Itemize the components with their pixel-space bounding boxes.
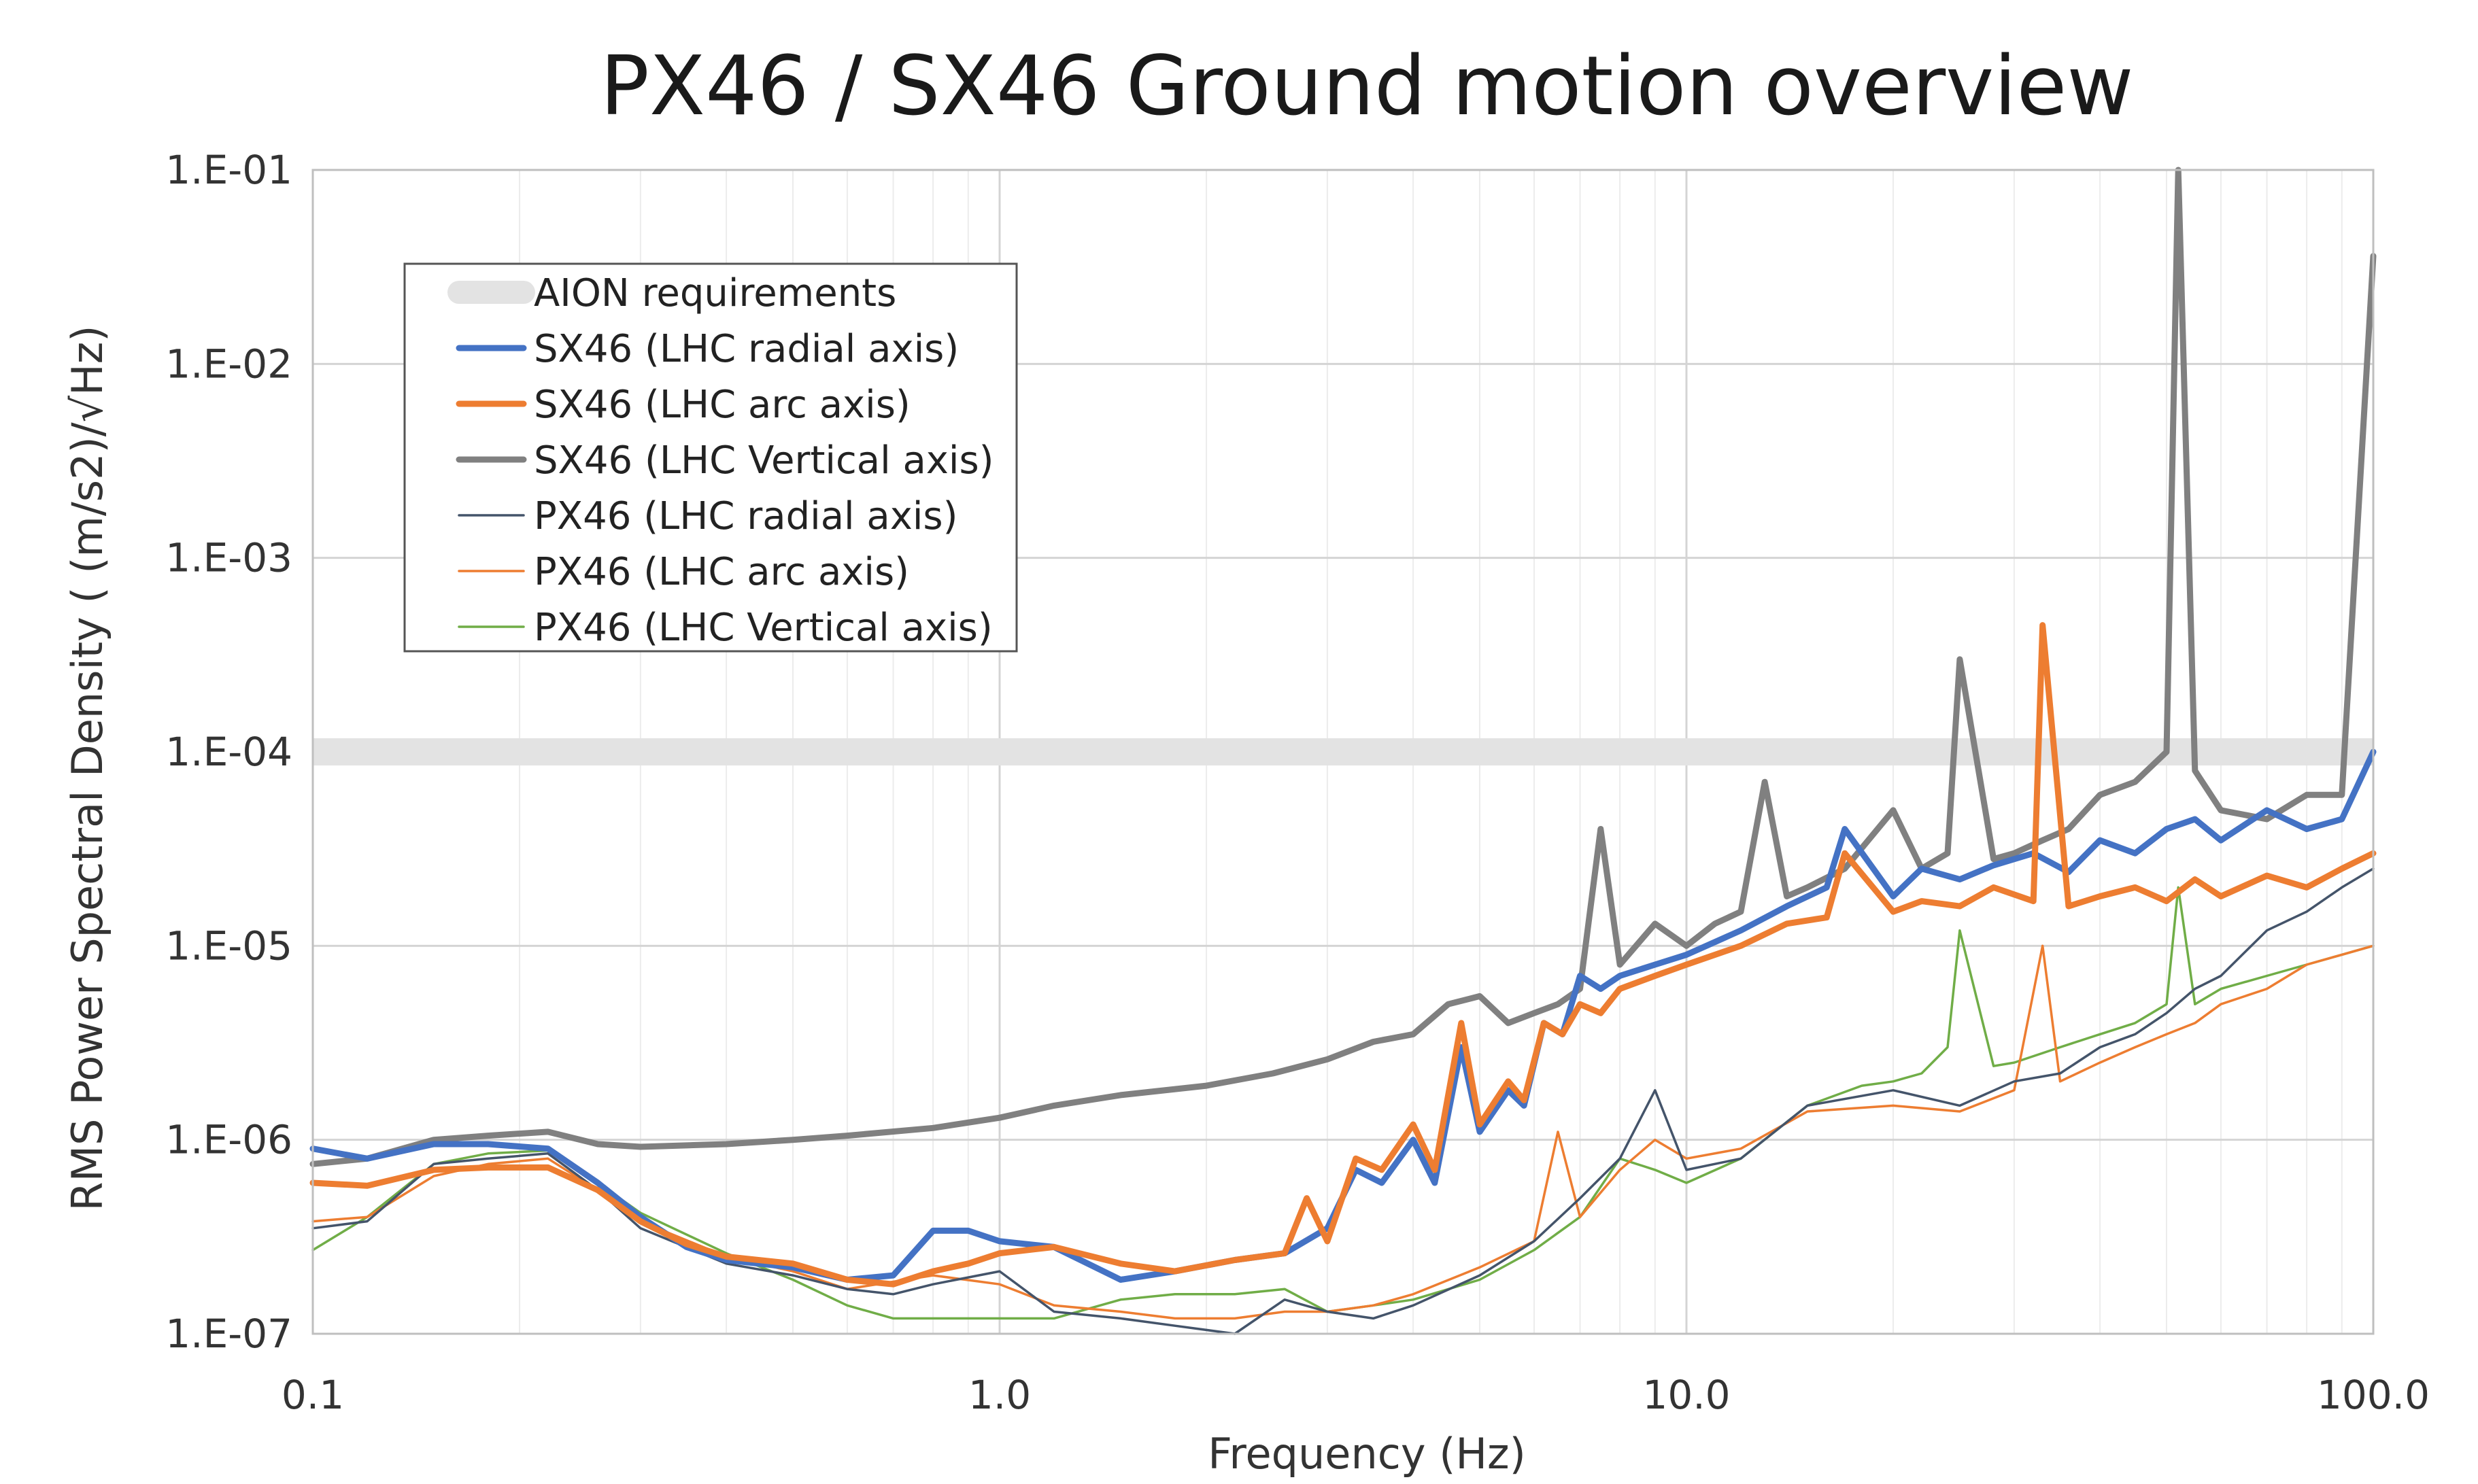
- x-tick-label: 100.0: [2317, 1372, 2430, 1418]
- series-line-2: [309, 167, 2377, 1167]
- y-tick-label: 1.E-03: [165, 535, 292, 581]
- series-line-1: [309, 622, 2377, 1288]
- series-line-5: [311, 886, 2375, 1320]
- x-tick-label: 1.0: [968, 1372, 1031, 1418]
- series-line-0: [309, 748, 2377, 1283]
- legend-entry-label: AION requirements: [534, 271, 896, 315]
- legend-entry-label: SX46 (LHC arc axis): [534, 383, 911, 427]
- legend-entry-label: SX46 (LHC Vertical axis): [534, 438, 994, 483]
- series-lines: [309, 167, 2377, 1335]
- x-tick-label: 0.1: [282, 1372, 344, 1418]
- y-axis-ticks: 1.E-01 1.E-02 1.E-03 1.E-04 1.E-05 1.E-06 1.E-…: [165, 147, 292, 1357]
- x-tick-label: 10.0: [1642, 1372, 1730, 1418]
- legend-entry-label: SX46 (LHC radial axis): [534, 327, 959, 371]
- y-tick-label: 1.E-06: [165, 1117, 292, 1163]
- y-tick-label: 1.E-01: [165, 147, 292, 193]
- y-tick-label: 1.E-05: [165, 922, 292, 969]
- x-axis-ticks: 0.1 1.0 10.0 100.0: [282, 1372, 2430, 1418]
- series-line-4: [311, 944, 2375, 1320]
- legend-entry-label: PX46 (LHC arc axis): [534, 550, 909, 594]
- legend-entry-label: PX46 (LHC radial axis): [534, 494, 957, 538]
- x-axis-label: Frequency (Hz): [1208, 1429, 1526, 1479]
- y-tick-label: 1.E-07: [165, 1311, 292, 1357]
- legend-entry-label: PX46 (LHC Vertical axis): [534, 606, 993, 650]
- chart-title: PX46 / SX46 Ground motion overview: [600, 39, 2134, 134]
- series-line-3: [311, 867, 2375, 1335]
- y-axis-label: RMS Power Spectral Density ( (m/s2)/√Hz): [63, 326, 112, 1211]
- legend: AION requirements SX46 (LHC radial axis) S…: [403, 262, 1018, 653]
- y-tick-label: 1.E-04: [165, 729, 292, 775]
- y-tick-label: 1.E-02: [165, 341, 292, 387]
- plot-frame: [311, 169, 2375, 1335]
